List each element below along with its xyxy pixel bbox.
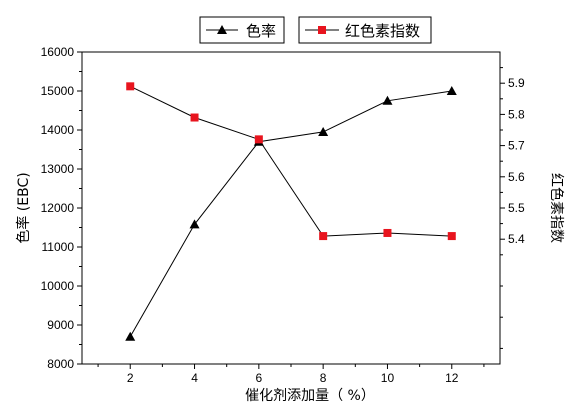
data-point-triangle [189,219,200,229]
legend-box [298,16,432,44]
data-point-square [447,232,456,241]
legend-label-series-2: 红色素指数 [345,22,420,40]
x-tick-label: 8 [320,371,327,385]
left-tick-label: 16000 [41,45,75,59]
data-point-square [126,82,135,91]
data-point-square [383,228,392,237]
x-tick-label: 12 [445,371,459,385]
x-tick-label: 4 [191,371,198,385]
data-point-triangle [382,95,393,105]
data-point-square [254,135,263,144]
left-tick-label: 9000 [47,318,74,332]
legend-marker-square [318,26,326,34]
left-tick-label: 12000 [41,201,75,215]
x-axis-title: 催化剂添加量（ %） [245,388,375,404]
x-tick-label: 10 [381,371,395,385]
right-axis: 5.4 5.5 5.6 5.7 5.8 5.9 [500,67,525,349]
right-tick-label: 5.8 [508,107,525,121]
left-tick-label: 10000 [41,279,75,293]
left-tick-label: 14000 [41,123,75,137]
plot-frame [81,51,501,365]
legend-marker-triangle [217,25,227,34]
left-tick-label: 11000 [42,240,75,254]
series-line-2 [129,85,452,237]
left-tick-label: 15000 [41,84,75,98]
data-point-triangle [446,86,457,95]
left-axis: 8000 9000 10000 11000 12000 13000 14000 15000 16… [41,45,82,371]
legend-box [199,16,285,44]
right-tick-label: 5.5 [508,201,525,215]
left-tick-label: 13000 [41,162,75,176]
series-layer [125,82,457,341]
data-point-square [319,232,328,241]
right-tick-label: 5.7 [508,139,525,153]
right-tick-label: 5.9 [508,76,525,90]
x-axis: 2 4 6 8 10 12 [97,364,485,385]
right-axis-title: 红色素指数 [548,173,565,243]
right-tick-label: 5.4 [508,232,525,246]
legend-label-series-1: 色率 [246,22,276,40]
data-point-triangle [125,331,136,341]
legend: 色率 红色素指数 [199,16,432,44]
left-tick-label: 8000 [47,357,74,371]
left-axis-title: 色率 (EBC) [15,172,32,243]
series-line-1 [129,90,452,337]
x-tick-label: 6 [256,371,263,385]
x-tick-label: 2 [127,371,134,385]
right-tick-label: 5.6 [508,170,525,184]
data-point-square [190,113,199,122]
data-point-triangle [318,126,329,136]
